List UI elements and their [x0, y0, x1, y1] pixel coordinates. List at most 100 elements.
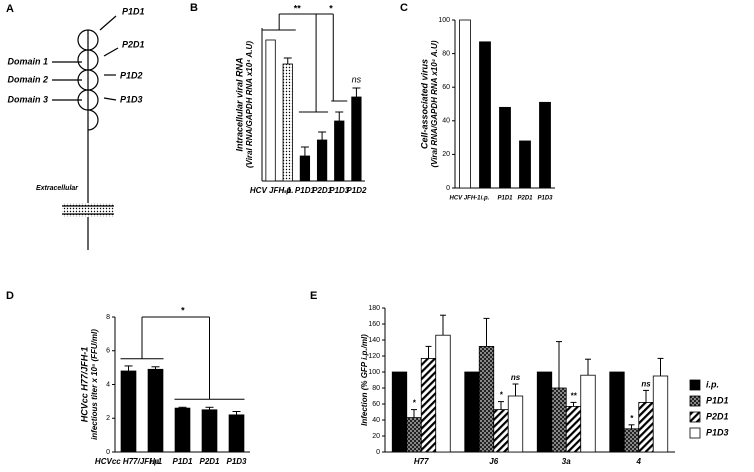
legend-swatch — [689, 427, 701, 439]
x-tick-label: H77 — [414, 457, 429, 466]
bar — [420, 357, 437, 453]
bar — [519, 140, 531, 189]
y-tick-label: 60 — [442, 84, 450, 91]
legend-swatch — [689, 379, 701, 391]
receptor-label: P1D1 — [122, 6, 145, 16]
annotation: ns — [641, 380, 651, 389]
bar — [478, 345, 495, 453]
bar — [479, 41, 491, 189]
y-tick-label: 8 — [106, 314, 110, 321]
x-tick-label: i.p. — [481, 196, 490, 202]
y-tick-label: 60 — [372, 401, 380, 408]
annotation: ** — [570, 392, 577, 401]
bar — [265, 39, 276, 182]
x-tick-label: P2D1 — [199, 457, 220, 466]
annotation: * — [412, 399, 416, 408]
panel-label: B — [190, 2, 198, 14]
bar — [551, 387, 567, 453]
y-tick-label: 0 — [106, 449, 110, 456]
domain-label: Domain 2 — [7, 74, 48, 84]
membrane-label: Extracellular — [36, 185, 79, 192]
x-tick-label: P1D3 — [329, 186, 350, 195]
bar — [609, 371, 625, 453]
x-tick-label: HCVcc H77/JFH-1 — [95, 457, 163, 466]
y-tick-label: 180 — [368, 305, 380, 312]
x-tick-label: P1D1 — [172, 457, 193, 466]
domain-label: Domain 1 — [7, 56, 48, 66]
y-tick-label: 20 — [372, 433, 380, 440]
legend-label: P2D1 — [706, 411, 729, 421]
bar — [334, 120, 345, 182]
x-tick-label: 3a — [562, 457, 571, 466]
panel-a — [52, 15, 119, 250]
y-tick-label: 2 — [106, 415, 110, 422]
x-tick-label: P1D1 — [295, 186, 316, 195]
x-tick-label: 4 — [636, 457, 642, 466]
panel-label: E — [310, 290, 317, 302]
receptor-label: P1D3 — [120, 94, 143, 104]
y-axis-label: (Viral RNA/GAPDH RNA x10⁴ A.U) — [430, 40, 439, 167]
bar — [536, 371, 553, 453]
y-tick-label: 40 — [442, 118, 450, 125]
bar — [464, 371, 480, 453]
bar — [565, 405, 582, 453]
bar — [459, 19, 471, 189]
bar — [638, 401, 654, 453]
y-tick-label: 40 — [372, 417, 380, 424]
y-axis-label: Intracellular viral RNA — [234, 57, 244, 151]
x-tick-label: P2D1 — [312, 186, 333, 195]
bar — [493, 409, 509, 453]
legend-label: i.p. — [706, 379, 719, 389]
x-tick-label: P1D3 — [226, 457, 247, 466]
bar — [316, 139, 328, 182]
bar — [652, 375, 669, 453]
legend-swatch — [689, 395, 701, 407]
legend-label: P1D3 — [706, 427, 729, 437]
y-axis-label: HCVcc H77/JFH-1 — [79, 347, 89, 423]
x-tick-label: i.p. — [282, 186, 294, 195]
legend-label: P1D1 — [706, 395, 729, 405]
x-tick-label: P1D1 — [497, 196, 513, 202]
bar — [580, 374, 596, 453]
panel-label: D — [6, 290, 14, 302]
receptor-label: P2D1 — [122, 39, 145, 49]
panel-label: C — [400, 2, 408, 14]
y-tick-label: 20 — [442, 151, 450, 158]
y-tick-label: 100 — [438, 17, 450, 24]
annotation: ns — [511, 373, 521, 382]
annotation: * — [499, 391, 503, 400]
x-tick-label: i.p. — [150, 457, 162, 466]
y-axis-label: infectious titer x 10⁵ (FFU/ml) — [90, 329, 99, 440]
x-tick-label: HCV JFH-1 — [449, 196, 481, 202]
bar — [507, 395, 524, 453]
annotation: ** — [293, 3, 301, 13]
bar — [282, 63, 293, 182]
bar — [391, 371, 408, 453]
bar — [406, 417, 422, 453]
y-tick-label: 80 — [442, 50, 450, 57]
bar — [299, 155, 311, 182]
y-axis-label: Infection (% GFP i.p./ml) — [360, 334, 369, 426]
annotation: ns — [352, 74, 362, 84]
receptor-label: P1D2 — [120, 70, 143, 80]
bar — [351, 96, 362, 182]
bar — [623, 428, 640, 453]
bar — [174, 407, 191, 453]
bar — [147, 368, 164, 453]
domain-label: Domain 3 — [7, 94, 48, 104]
bar — [201, 409, 218, 453]
y-tick-label: 80 — [372, 385, 380, 392]
bar — [539, 101, 551, 189]
annotation: * — [630, 414, 634, 423]
x-tick-label: P1D2 — [346, 186, 367, 195]
y-axis-label: (Viral RNA/GAPDH RNA x10⁴ A.U) — [245, 41, 254, 168]
y-tick-label: 0 — [376, 449, 380, 456]
bar — [228, 414, 245, 453]
y-tick-label: 160 — [368, 321, 380, 328]
bar — [120, 370, 137, 453]
x-tick-label: J6 — [489, 457, 498, 466]
panel-label: A — [6, 3, 14, 15]
annotation: * — [329, 3, 333, 13]
bar — [435, 334, 451, 453]
annotation: * — [181, 305, 185, 315]
